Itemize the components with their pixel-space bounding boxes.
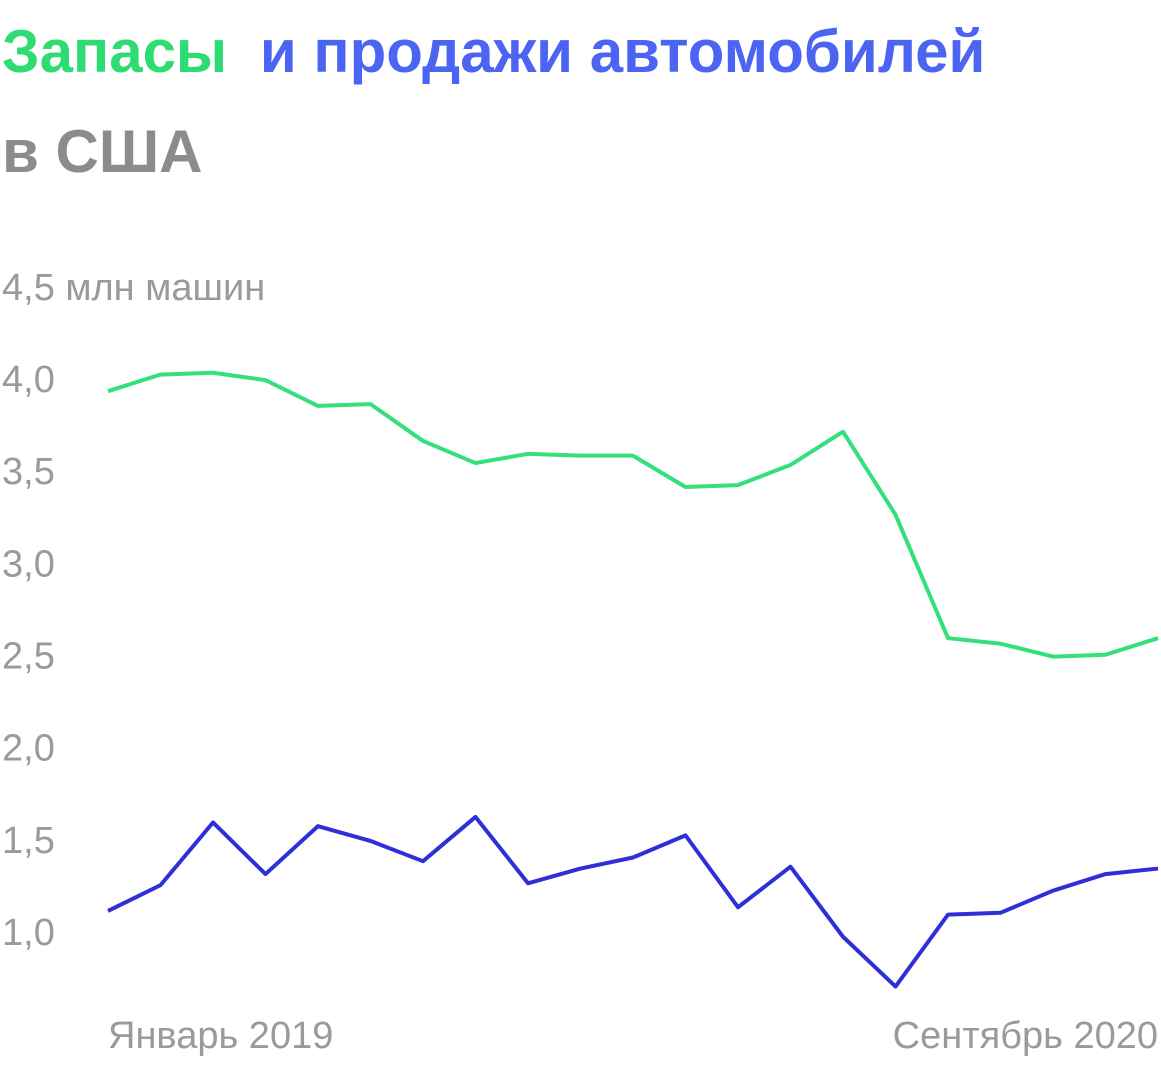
- line-series: [107, 814, 1159, 989]
- y-tick-label: 3,5: [2, 451, 55, 493]
- y-tick-label: 1,0: [2, 912, 55, 954]
- y-tick-label: 1,5: [2, 820, 55, 862]
- y-tick-label: 2,0: [2, 728, 55, 770]
- chart-title: Запасы и продажи автомобилей: [2, 18, 985, 85]
- line-series: [107, 370, 1159, 659]
- x-tick-label: Январь 2019: [108, 1015, 333, 1057]
- y-tick-label: 2,5: [2, 635, 55, 677]
- y-tick-label: 3,0: [2, 543, 55, 585]
- y-tick-label: 4,5 млн машин: [2, 267, 265, 309]
- chart-title: в США: [2, 118, 203, 185]
- title-part: и продажи автомобилей: [260, 18, 986, 85]
- title-part: в США: [2, 118, 203, 185]
- title-part: Запасы: [2, 18, 227, 85]
- x-tick-label: Сентябрь 2020: [893, 1015, 1158, 1057]
- y-tick-label: 4,0: [2, 359, 55, 401]
